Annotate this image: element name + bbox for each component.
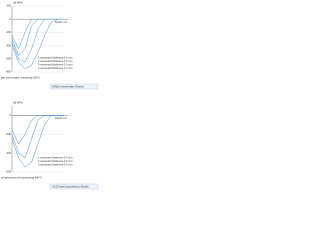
y-tick-label: 0: [10, 17, 12, 21]
line: [11, 115, 64, 168]
legend-entry: 3 cemented thickness 0.9 mm: [38, 163, 72, 167]
chart-title: 16NiCr4 steel (after Tirenin): [52, 84, 84, 88]
legend-entry: 3 cemented thickness 0.9 mm: [38, 63, 72, 67]
y-tick-label: -200: [6, 132, 12, 136]
legend-entry: 2 cemented thickness 0.6 mm: [38, 59, 72, 63]
legend-entry: 1 cemented thickness 0.4 mm: [38, 56, 72, 60]
chart-title: XC10 steel (according to Rocki): [52, 184, 89, 188]
y-tick-label: -400: [6, 151, 12, 155]
legend-entry: 1 cemented thickness 0.4 mm: [38, 156, 72, 160]
annotation: gas cementation tempering 180°C: [1, 76, 40, 80]
y-tick-label: 0: [10, 113, 12, 117]
legend-entry: 2 cemented thickness 0.6 mm: [38, 159, 72, 163]
y-tick-label: -600: [6, 56, 12, 60]
y-tick-label: 200: [7, 4, 12, 8]
y-axis-label: σE MPa: [13, 101, 23, 105]
y-axis-label: σE MPa: [13, 1, 23, 5]
y-tick-label: -200: [6, 30, 12, 34]
title-box: [49, 83, 99, 90]
x-axis-label: Depth mm: [55, 20, 67, 24]
line: [11, 18, 64, 63]
line: [11, 115, 64, 159]
title-box: [49, 183, 99, 190]
y-tick-label: -800: [6, 70, 12, 74]
x-axis-label: Depth mm: [55, 116, 67, 120]
y-tick-label: -600: [6, 170, 12, 174]
y-tick-label: -400: [6, 43, 12, 47]
line: [11, 18, 64, 56]
line: [11, 18, 64, 70]
legend-entry: 4 cemented thickness 1.2 mm: [38, 66, 72, 70]
annotation: oil quenched soft carburizing 840°C: [1, 176, 42, 180]
